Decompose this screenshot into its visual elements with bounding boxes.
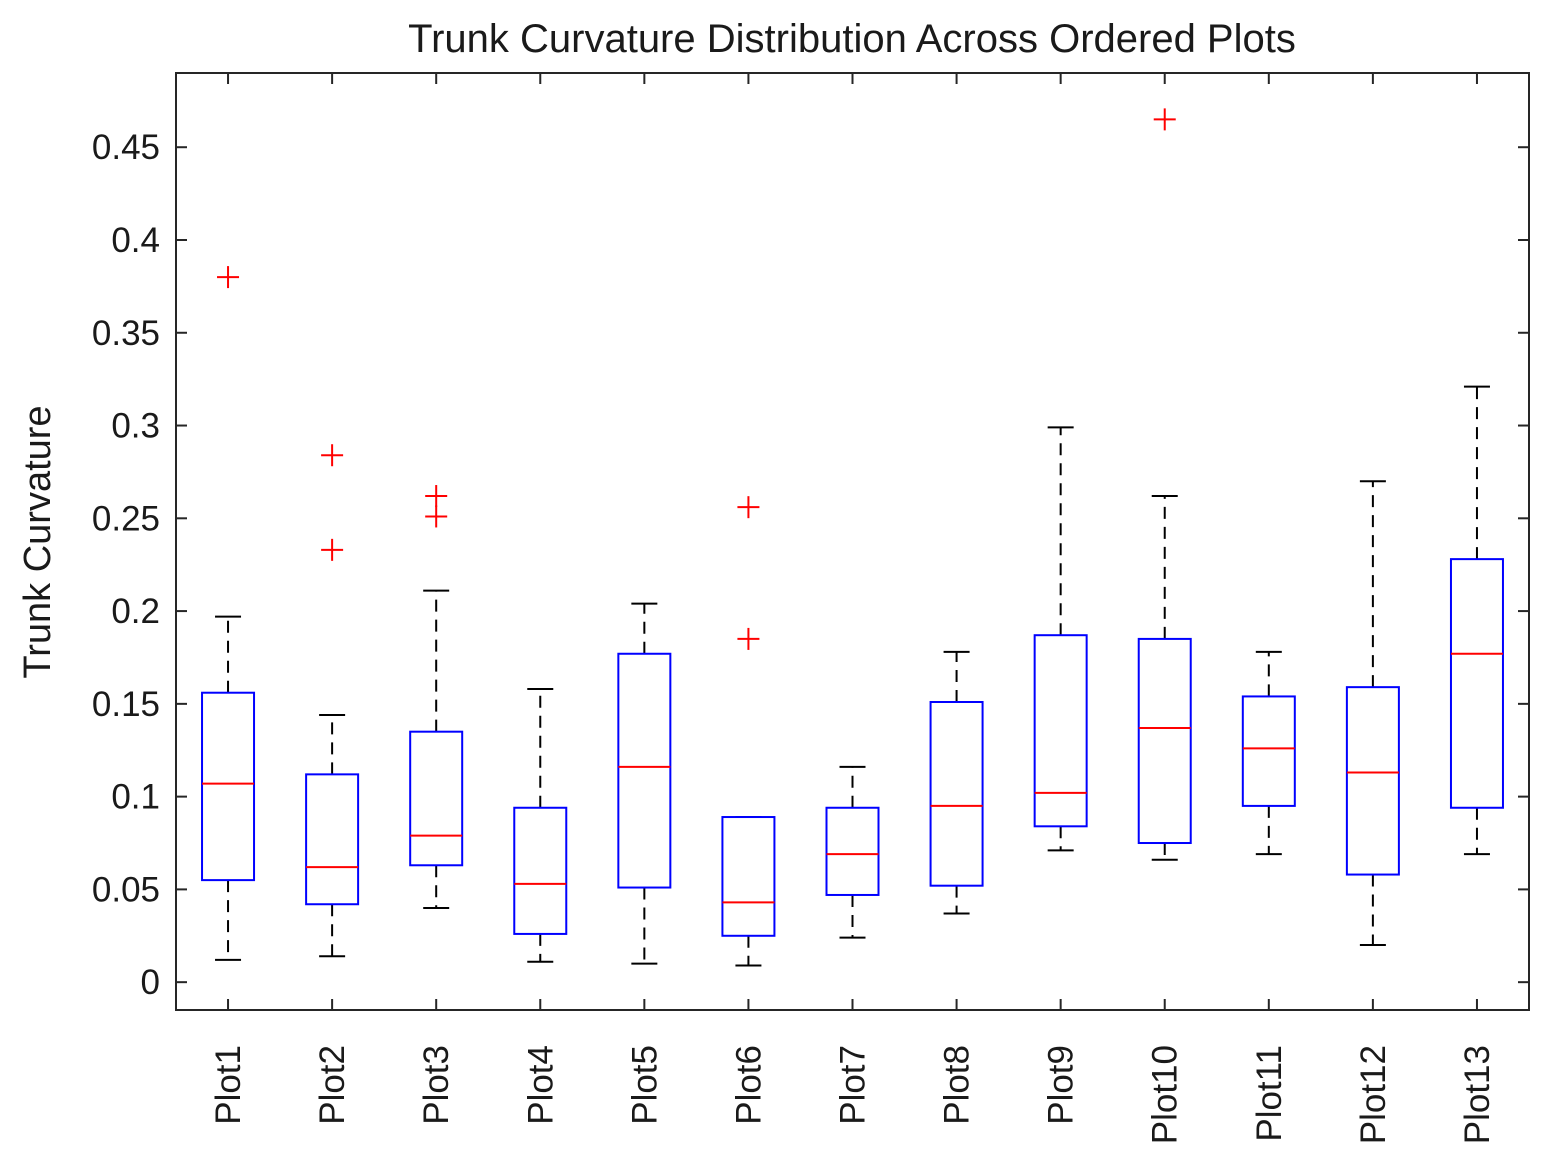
x-tick-label: Plot11: [1250, 1045, 1289, 1142]
x-tick-label: Plot10: [1146, 1045, 1185, 1144]
y-tick-label: 0.35: [92, 314, 160, 353]
x-tick-label: Plot9: [1042, 1045, 1081, 1125]
x-tick-label: Plot12: [1354, 1045, 1393, 1144]
x-tick-label: Plot8: [938, 1045, 977, 1125]
box-iqr: [513, 806, 568, 935]
y-tick-label: 0.3: [111, 407, 160, 446]
box-iqr: [409, 730, 464, 867]
outlier-marker: [217, 266, 240, 289]
x-tick-label: Plot3: [417, 1045, 456, 1125]
box-iqr: [1033, 634, 1088, 828]
y-axis-label: Trunk Curvature: [17, 405, 59, 678]
box-iqr: [721, 816, 776, 937]
box-iqr: [1449, 558, 1504, 809]
box-iqr: [201, 691, 256, 882]
box-iqr: [1345, 686, 1400, 876]
box-iqr: [1137, 637, 1192, 845]
box-iqr: [617, 652, 672, 889]
box-iqr: [1241, 695, 1296, 807]
y-tick-label: 0.25: [92, 499, 160, 538]
y-tick-label: 0.4: [111, 221, 160, 260]
x-tick-label: Plot7: [834, 1045, 873, 1125]
y-tick-label: 0.45: [92, 128, 160, 167]
box-iqr: [825, 806, 880, 896]
y-tick-label: 0: [141, 963, 160, 1002]
box-iqr: [305, 773, 360, 906]
outlier-marker: [1153, 108, 1176, 131]
y-tick-label: 0.15: [92, 685, 160, 724]
x-tick-label: Plot4: [521, 1045, 560, 1125]
box-iqr: [929, 700, 984, 887]
outlier-marker: [321, 538, 344, 561]
chart-title: Trunk Curvature Distribution Across Orde…: [408, 17, 1296, 61]
x-tick-label: Plot6: [729, 1045, 768, 1125]
outlier-marker: [321, 444, 344, 467]
outlier-marker: [737, 496, 760, 519]
outlier-marker: [425, 485, 448, 508]
y-tick-label: 0.05: [92, 870, 160, 909]
x-tick-label: Plot13: [1458, 1045, 1497, 1144]
outlier-marker: [425, 505, 448, 528]
x-tick-label: Plot2: [313, 1045, 352, 1125]
outlier-marker: [737, 627, 760, 650]
x-tick-label: Plot5: [625, 1045, 664, 1125]
axes-frame: [175, 72, 1530, 1011]
y-tick-label: 0.1: [111, 778, 160, 817]
x-tick-label: Plot1: [209, 1045, 248, 1125]
y-tick-label: 0.2: [111, 592, 160, 631]
plot-area: 0 0.05 0.1 0.15 0.2 0.25 0.3 0.35 0.4 0.45 Plot1 Pl…: [92, 72, 1530, 1144]
